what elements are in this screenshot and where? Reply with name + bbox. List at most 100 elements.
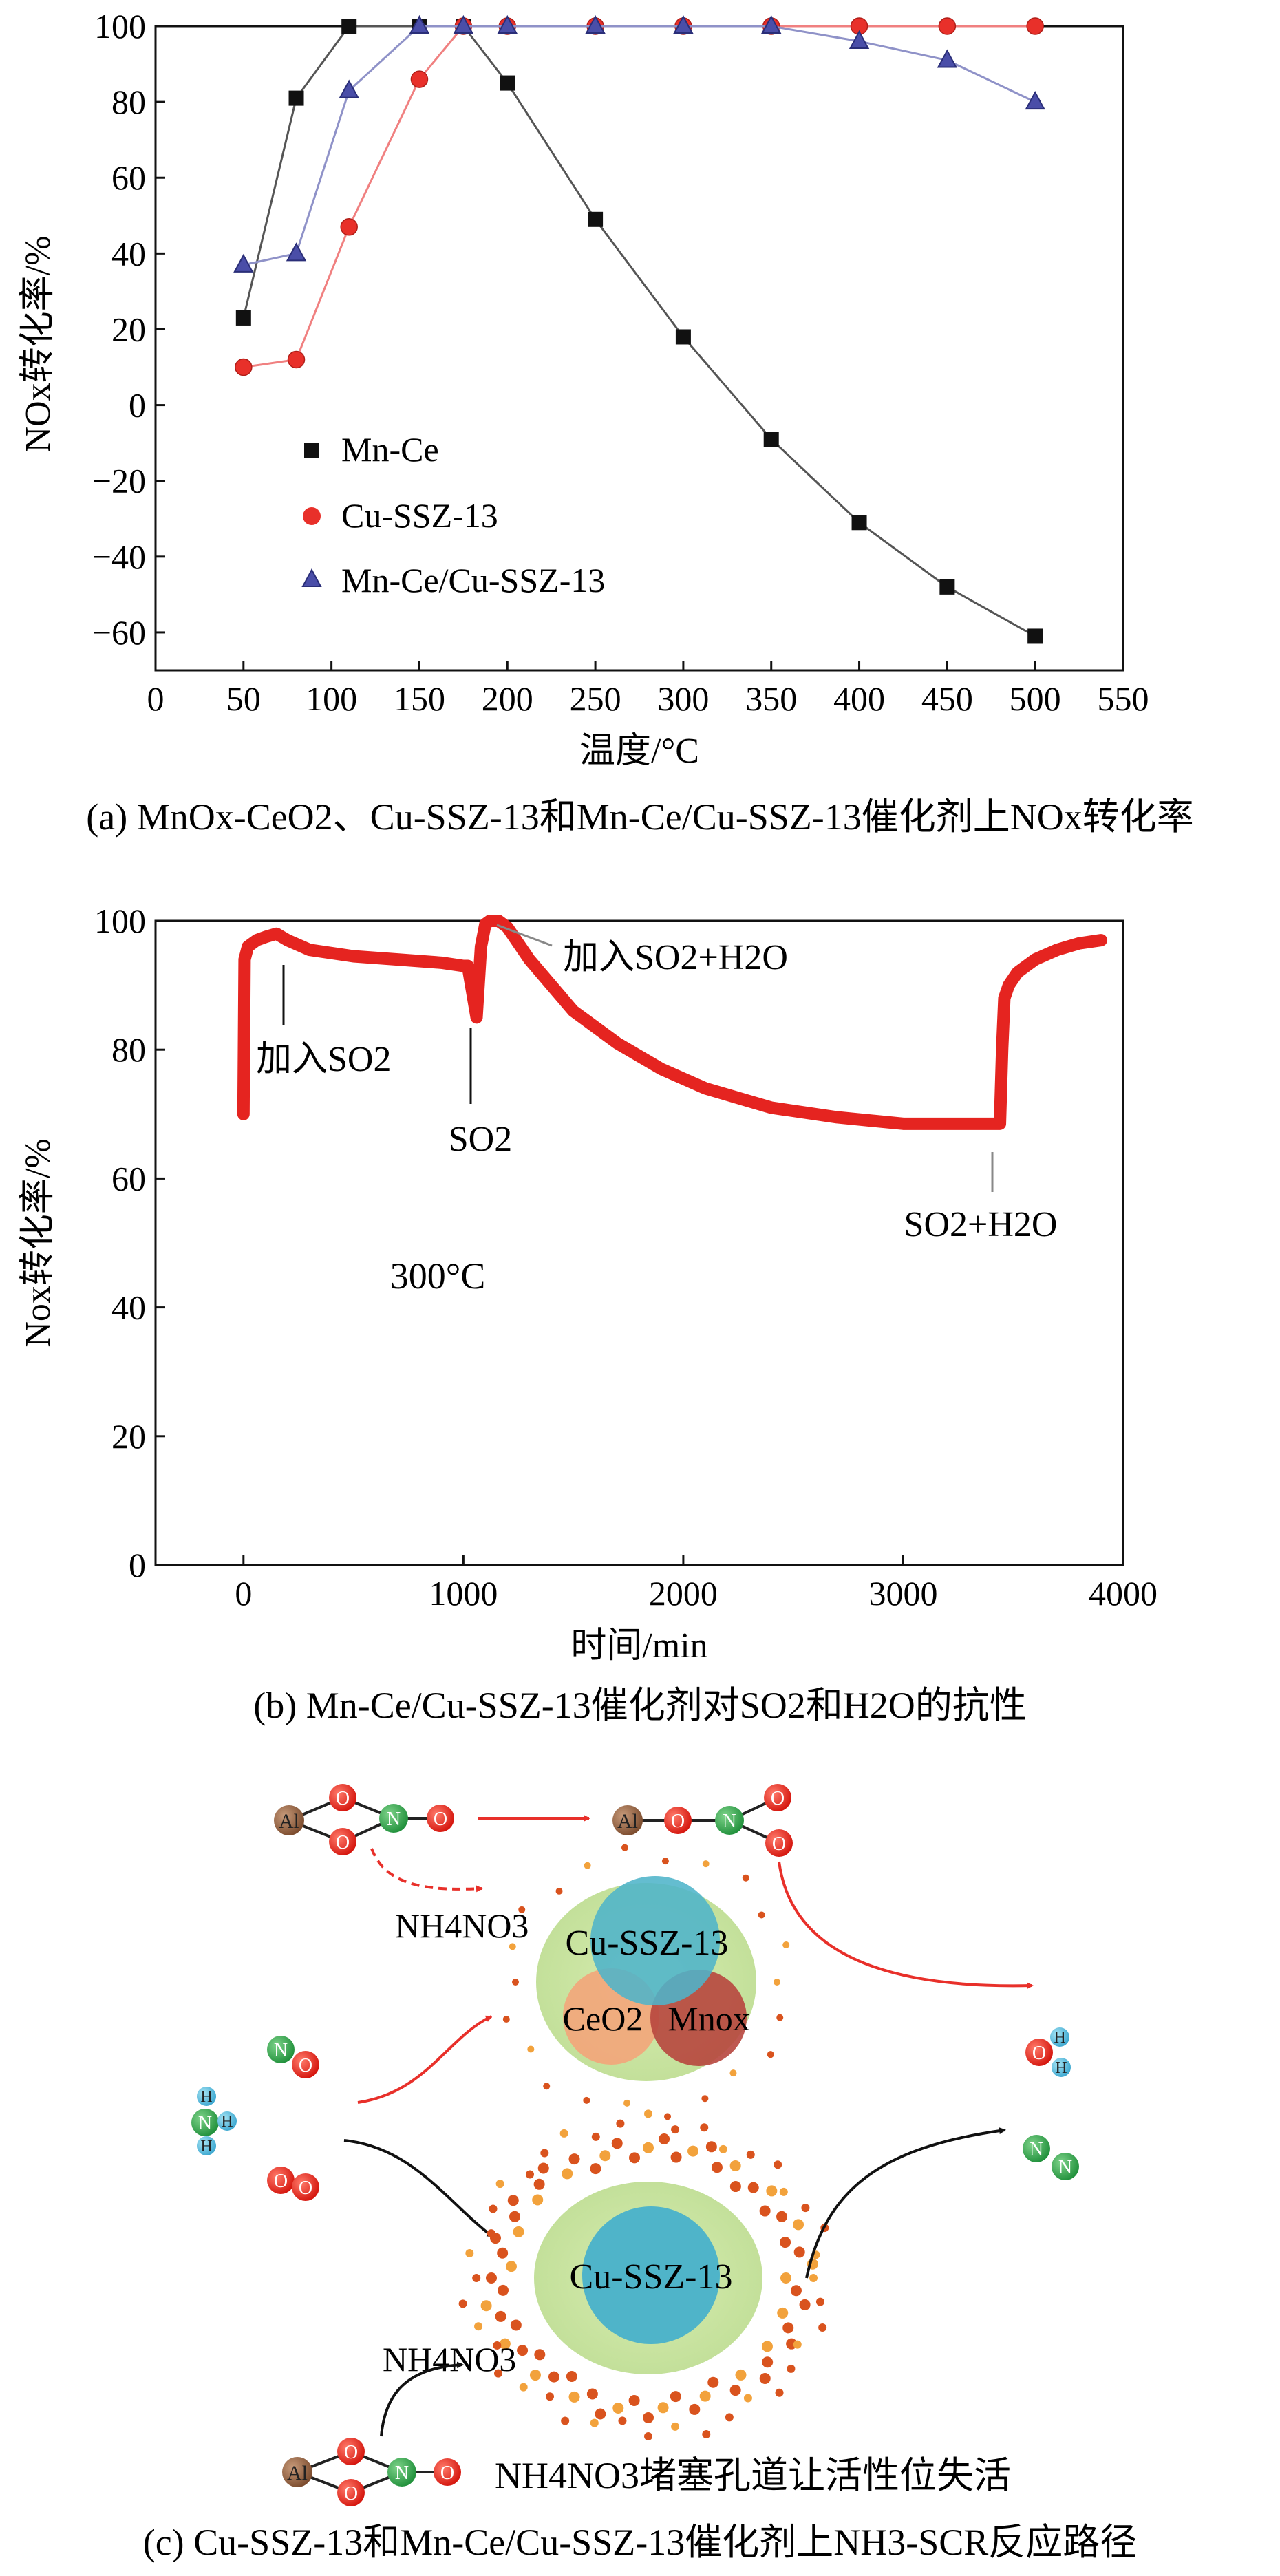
nh4no3-particle [537,2162,549,2174]
legend-label-mn-ce-cu-ssz-13: Mn-Ce/Cu-SSZ-13 [341,561,605,599]
nh4no3-particle [644,2109,652,2118]
nh4no3-particle [487,2229,495,2238]
nh4no3-particle [790,2285,802,2297]
nh4no3-particle [657,2402,669,2414]
panel-a-y-tick-label: −20 [92,462,146,500]
nh4no3-particle [700,2123,709,2132]
svg-text:H: H [221,2113,233,2131]
atom-al [612,1805,643,1835]
panel-b-x-tick-label: 3000 [868,1574,937,1612]
catalyst-mn-ce-cu-ssz-13: Cu-SSZ-13 CeO2 Mnox [502,1844,790,2120]
data-point [340,218,358,236]
panel-a-x-tick-label: 300 [657,679,709,718]
panel-b-x-axis: 0 1000 2000 3000 4000 [235,1555,1158,1612]
panel-b-y-tick-label: 40 [111,1288,146,1327]
nh4no3-particle [670,2391,681,2403]
arrow-to-bottom-catalyst [343,2139,494,2238]
nh4no3-particle [599,2150,611,2162]
nh4no3-particle [548,2371,559,2383]
panel-a-x-tick-label: 550 [1098,679,1149,718]
data-point [286,242,307,262]
svg-text:Al: Al [287,2462,308,2484]
data-point [410,70,429,88]
panel-b-y-tick-label: 100 [94,902,146,940]
panel-a-x-label: 温度/°C [579,732,699,771]
nh4no3-particle [494,2369,503,2378]
arrow-nitrate-to-nh4no3 [380,2361,464,2437]
panel-a-y-tick-label: 80 [111,83,146,121]
nh4no3-particle [779,2187,788,2196]
nh4no3-particle [729,2069,737,2077]
nh4no3-particle [777,2307,789,2319]
blocked-pore-text: NH4NO3堵塞孔道让活性位失活 [495,2455,1011,2496]
nh4no3-particle [758,1911,765,1919]
atom-o [329,1828,356,1855]
al-nitrate-top-right: Al O N O O [612,1784,793,1857]
nh4no3-particle [793,2219,804,2231]
annotation-add-so2-h2o: 加入SO2+H2O [563,938,788,977]
data-point [288,90,304,106]
temperature-label: 300°C [390,1255,486,1297]
data-point [939,579,955,595]
panel-b-x-tick-label: 2000 [649,1574,718,1612]
nh4no3-particle [595,2408,606,2420]
data-point [849,30,870,50]
svg-text:Al: Al [617,1810,638,1833]
panel-a-x-tick-label: 200 [482,679,533,718]
svg-text:O: O [1032,2043,1046,2064]
panel-a-series [233,14,1045,644]
nh4no3-particle [735,2369,747,2381]
nh4no3-particle [586,2388,598,2400]
nh4no3-particle [729,2181,741,2193]
panel-a-x-tick-label: 0 [147,679,164,718]
nh4no3-particle [527,2045,535,2053]
data-point [673,14,694,34]
catalyst-cu-ssz-13: Cu-SSZ-13 [458,2109,829,2441]
svg-text:N: N [1030,2139,1043,2160]
panel-a-x-tick-label: 400 [833,679,885,718]
nh4no3-particle [561,2416,570,2425]
panel-a-y-tick-label: 100 [94,7,146,45]
nh4no3-particle [702,1860,710,1868]
nh4no3-particle [780,2237,791,2248]
data-point [287,350,306,369]
data-point [763,432,779,447]
panel-a-x-tick-label: 450 [921,679,973,718]
annotation-so2: SO2 [449,1120,512,1159]
panel-a-x-tick-label: 250 [570,679,621,718]
panel-c-diagram: Al O O N O Al O N O O [191,1784,1079,2506]
nh4no3-particle [718,2144,727,2153]
panel-b-x-label: 时间/min [570,1626,707,1665]
atom-al [274,1805,304,1835]
mnox-label: Mnox [668,1999,749,2038]
data-point [235,358,253,376]
panel-b-x-tick-label: 4000 [1089,1574,1158,1612]
nh4no3-particle [583,2096,590,2104]
panel-a-x-tick-label: 100 [306,679,357,718]
al-nitrate-bottom: Al O O N O [282,2438,461,2506]
panel-b-caption: (b) Mn-Ce/Cu-SSZ-13催化剂对SO2和H2O的抗性 [253,1685,1027,1726]
nh4no3-particle [474,2322,483,2331]
nh4no3-particle [559,2129,568,2138]
nh4no3-particle [775,2388,784,2397]
nh4no3-particle [623,2099,631,2107]
atom-n [379,1804,408,1833]
nh4no3-particle [793,2246,805,2258]
nh4no3-particle [584,1862,591,1869]
nh4no3-particle [590,2163,601,2175]
legend-marker-cu-ssz-13 [303,507,321,525]
nh4no3-particle [543,2083,551,2090]
nh4no3-particle [499,2338,511,2350]
panel-b-y-tick-label: 60 [111,1159,146,1197]
svg-text:N: N [387,1809,401,1830]
annotation-pointer-so2-h2o-add [496,924,553,947]
data-point [1027,628,1043,644]
data-point [585,14,606,34]
nh4no3-particle [505,2261,517,2272]
panel-b-y-tick-label: 80 [111,1030,146,1069]
panel-b-y-tick-label: 0 [129,1546,146,1584]
nh4no3-particle [507,2195,519,2206]
bottom-dots [458,2109,829,2441]
nh4no3-particle [776,2211,788,2222]
